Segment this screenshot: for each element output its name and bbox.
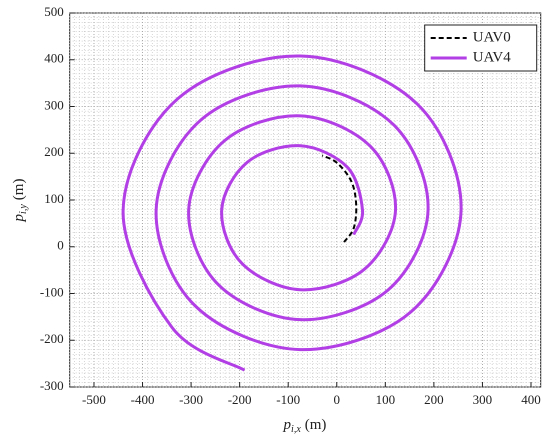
grid	[69, 12, 542, 388]
y-tick-label: 0	[57, 238, 64, 253]
series-line	[121, 54, 463, 372]
x-label-subscript: i,x	[291, 424, 301, 435]
y-label-unit: (m)	[11, 179, 27, 201]
x-tick-label: -400	[131, 392, 155, 407]
y-tick-label: 200	[44, 144, 64, 159]
x-tick-label: 400	[521, 392, 541, 407]
legend: UAV0 UAV4	[424, 24, 538, 72]
y-label-subscript: i,y	[18, 204, 29, 214]
legend-box	[424, 24, 538, 72]
y-tick-label: 400	[44, 51, 64, 66]
x-tick-label: 100	[376, 392, 396, 407]
lines	[121, 54, 463, 372]
y-label-symbol: p	[11, 213, 27, 222]
ticks: -500 -400 -300 -200 -100 0 100 200 300 400 -300 -20…	[40, 4, 541, 407]
y-tick-label: 500	[44, 4, 64, 19]
x-tick-label: -300	[179, 392, 203, 407]
x-axis-label: pi,x (m)	[283, 417, 327, 435]
x-tick-label: -200	[228, 392, 252, 407]
x-label-unit: (m)	[305, 417, 327, 433]
y-tick-label: -200	[40, 331, 64, 346]
series-line	[321, 154, 358, 243]
x-tick-label: 300	[473, 392, 493, 407]
y-tick-label: -300	[40, 378, 64, 393]
x-tick-label: -100	[276, 392, 300, 407]
y-axis-label: pi,y (m)	[11, 179, 29, 223]
legend-label: UAV0	[473, 29, 511, 45]
y-tick-label: -100	[40, 284, 64, 299]
y-tick-label: 100	[44, 191, 64, 206]
x-tick-label: 0	[334, 392, 341, 407]
y-tick-label: 300	[44, 97, 64, 112]
legend-label: UAV4	[473, 49, 512, 65]
x-tick-label: -500	[82, 392, 106, 407]
x-tick-label: 200	[424, 392, 444, 407]
x-label-symbol: p	[283, 417, 292, 433]
